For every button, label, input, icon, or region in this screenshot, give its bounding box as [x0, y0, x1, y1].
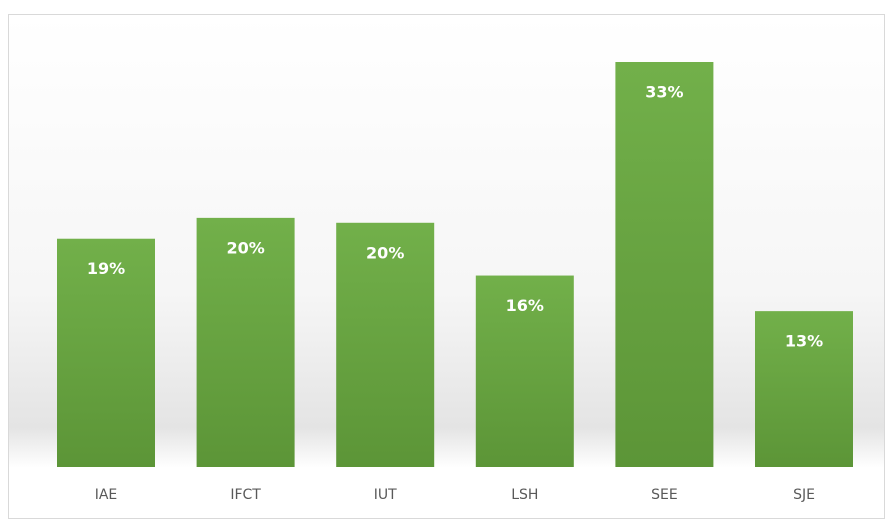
x-tick-label: IFCT [230, 487, 261, 503]
data-label: 20% [366, 243, 404, 262]
bar [57, 238, 155, 467]
data-label: 13% [785, 332, 823, 351]
data-label: 16% [506, 296, 544, 315]
bar [755, 311, 853, 467]
bar [475, 275, 574, 467]
data-label: 19% [87, 259, 125, 278]
data-label: 20% [226, 238, 264, 257]
x-tick-label: SEE [651, 487, 678, 503]
bar [196, 217, 295, 467]
data-label: 33% [645, 83, 683, 102]
bar [615, 62, 714, 467]
x-tick-label: IAE [95, 487, 118, 503]
x-tick-label: SJE [793, 487, 815, 503]
bar [336, 222, 435, 467]
x-tick-label: LSH [511, 487, 538, 503]
x-tick-label: IUT [374, 487, 397, 503]
